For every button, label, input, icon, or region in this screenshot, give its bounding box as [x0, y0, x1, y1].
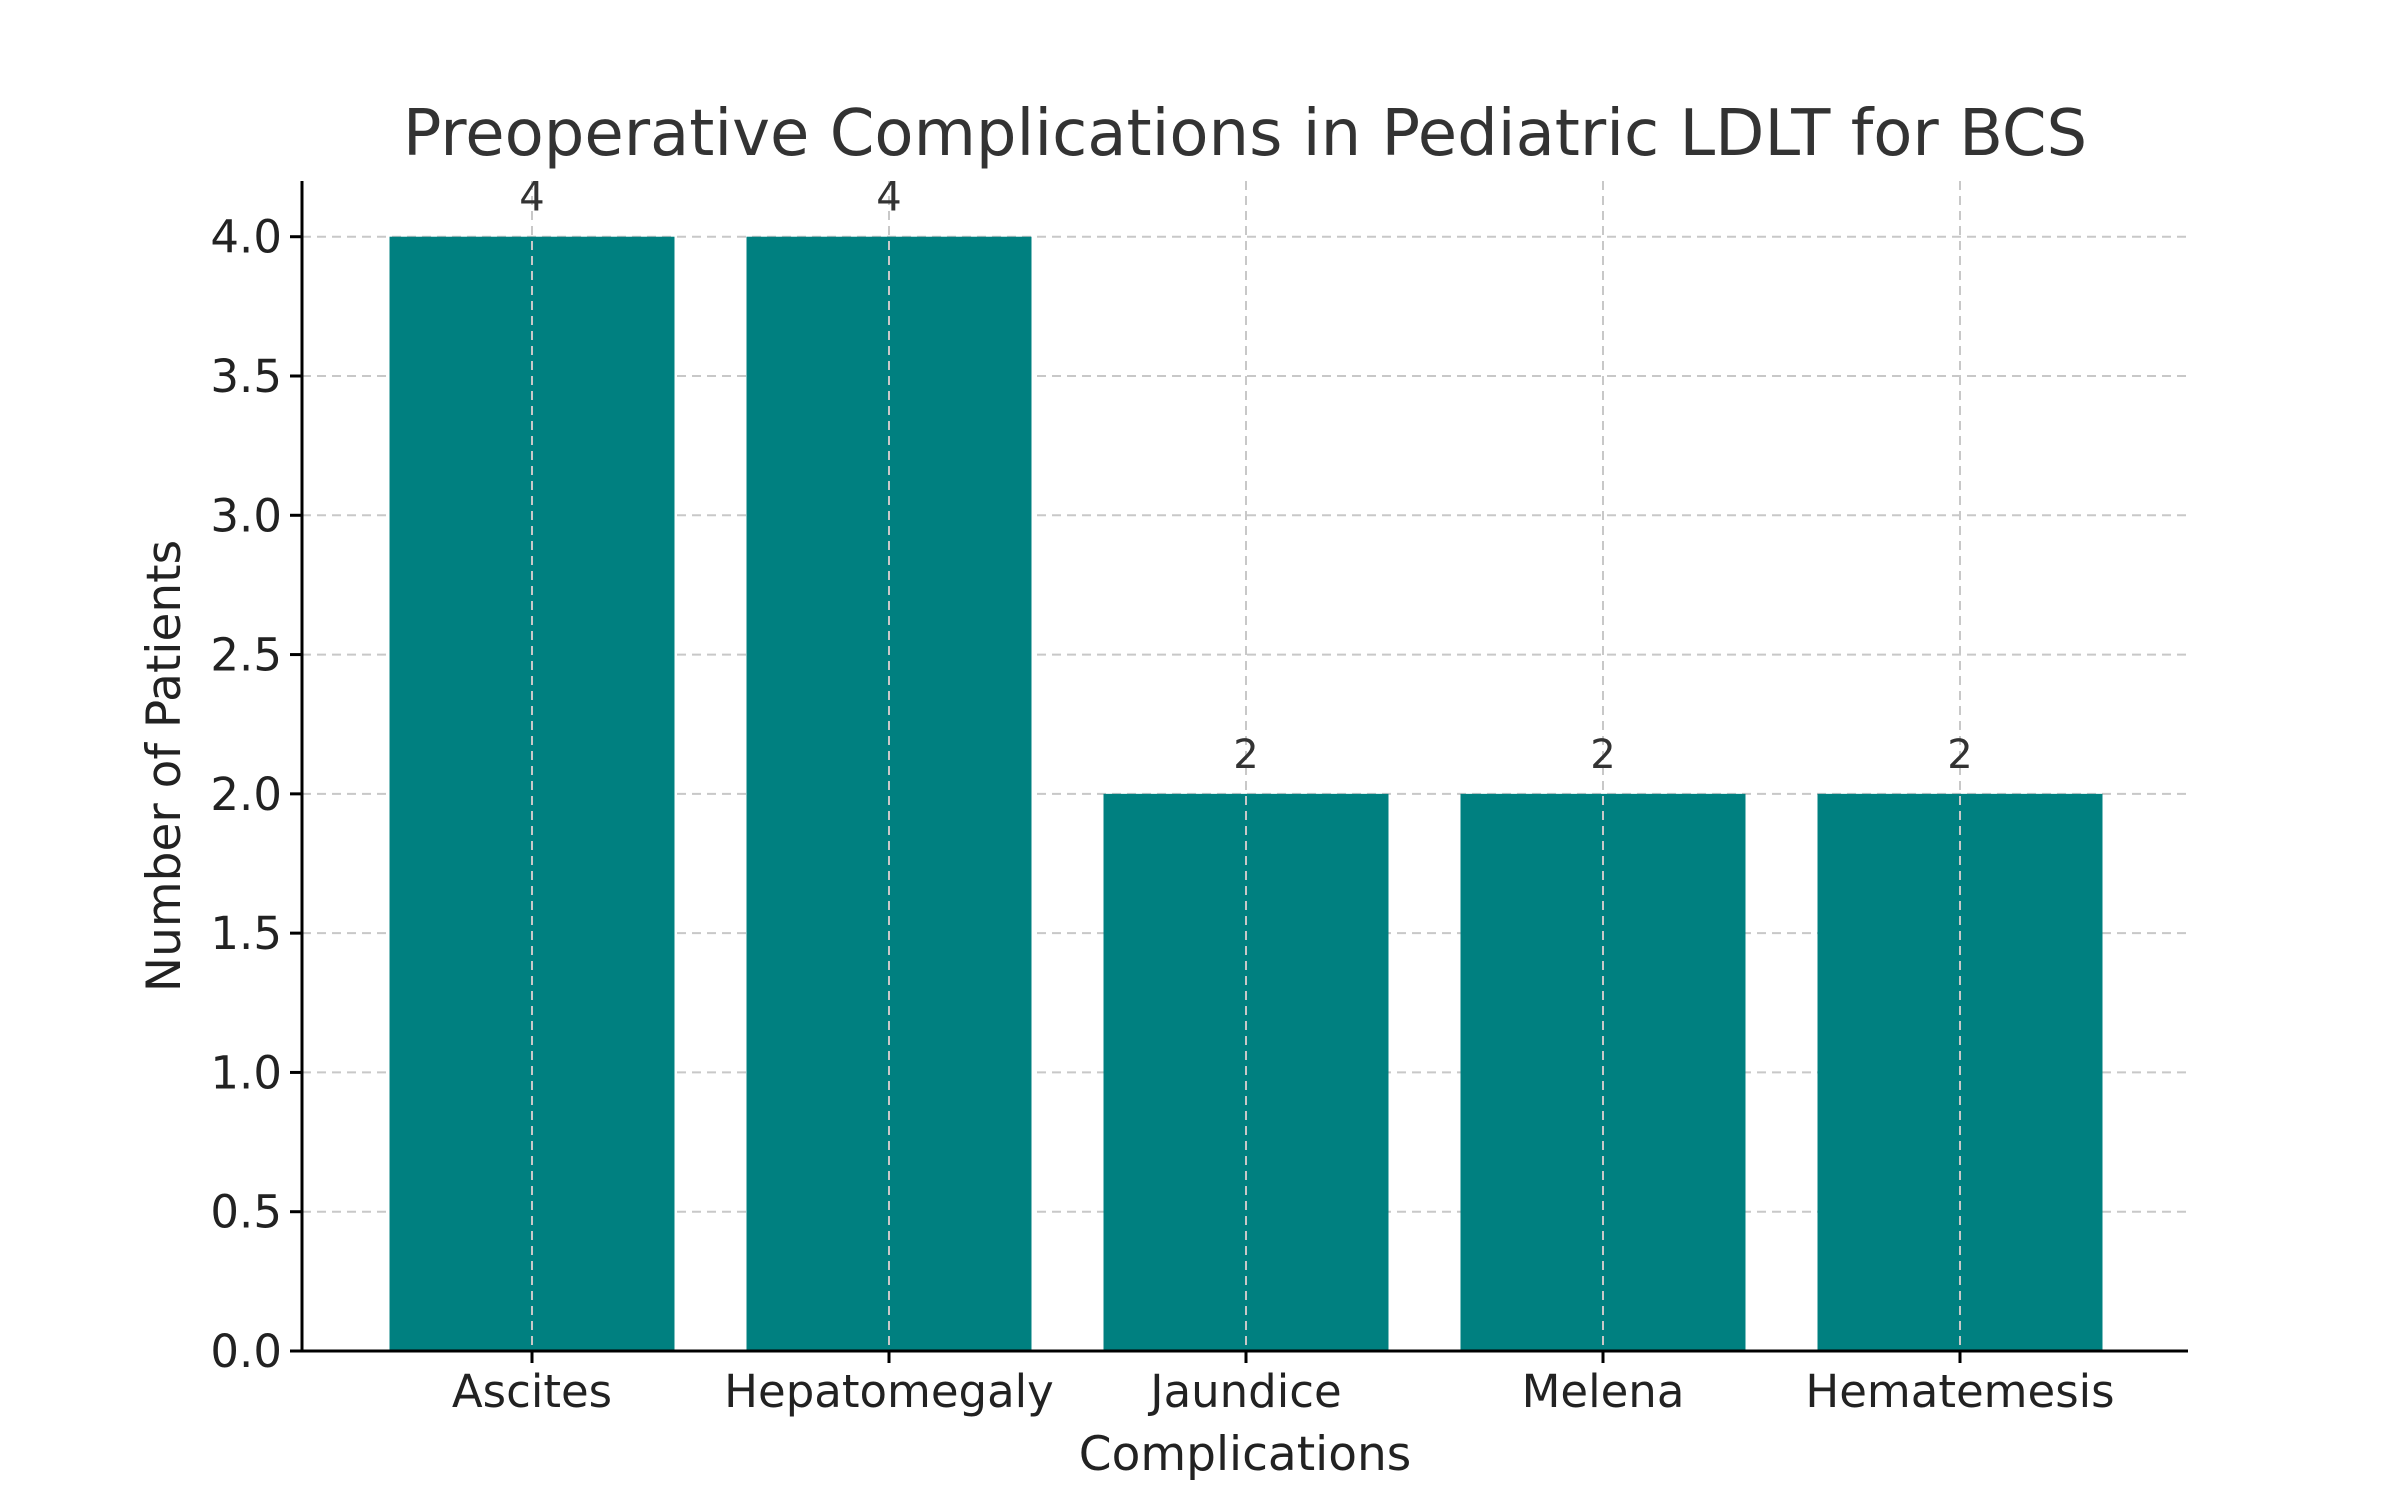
data-label: 2	[1233, 732, 1258, 778]
vertical-grid	[531, 181, 1961, 1351]
x-axis-title: Complications	[1079, 1427, 1411, 1482]
x-tick-label-ascites: Ascites	[452, 1365, 612, 1418]
chart-title: Preoperative Complications in Pediatric …	[403, 97, 2087, 171]
data-label: 2	[1590, 732, 1615, 778]
y-axis-title: Number of Patients	[137, 540, 192, 992]
bars	[389, 236, 2103, 1352]
y-tick-label: 1.5	[210, 907, 282, 960]
y-tick-label: 3.0	[210, 489, 282, 542]
y-tick-label: 4.0	[210, 211, 282, 264]
y-tick-label: 2.5	[210, 629, 282, 682]
y-tick-label: 2.0	[210, 768, 282, 821]
x-tick-label-jaundice: Jaundice	[1147, 1365, 1341, 1418]
data-labels: 4 4 2 2 2	[519, 175, 1972, 778]
y-tick-label: 1.0	[210, 1046, 282, 1099]
x-tick-label-melena: Melena	[1522, 1365, 1685, 1418]
x-tick-label-hepatomegaly: Hepatomegaly	[724, 1365, 1054, 1418]
x-tick-label-hematemesis: Hematemesis	[1805, 1365, 2114, 1418]
data-label: 4	[876, 175, 901, 221]
y-tick-label: 0.5	[210, 1186, 282, 1239]
bar-hepatomegaly	[746, 236, 1032, 1352]
bar-ascites	[389, 236, 675, 1352]
data-label: 4	[519, 175, 544, 221]
y-ticks: 0.0 0.5 1.0 1.5 2.0 2.5 3.0 3.5 4.0	[210, 211, 302, 1378]
y-tick-label: 0.0	[210, 1325, 282, 1378]
x-ticks: Ascites Hepatomegaly Jaundice Melena Hematem…	[452, 1351, 2115, 1418]
data-label: 2	[1947, 732, 1972, 778]
y-tick-label: 3.5	[210, 350, 282, 403]
